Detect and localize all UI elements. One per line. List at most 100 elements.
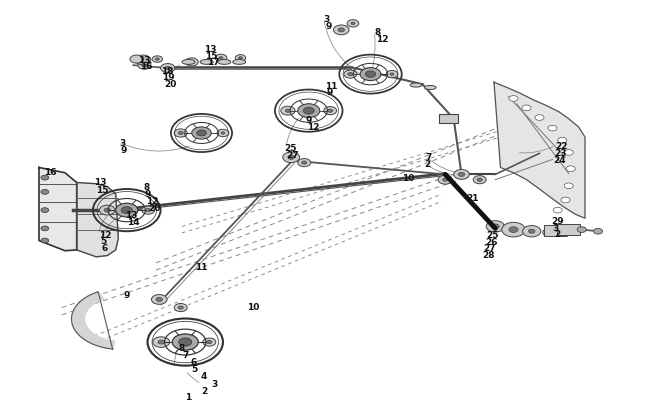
Circle shape bbox=[302, 162, 307, 165]
Text: 13: 13 bbox=[138, 55, 151, 64]
Circle shape bbox=[158, 340, 164, 344]
Circle shape bbox=[324, 107, 337, 115]
Text: 12: 12 bbox=[307, 123, 319, 132]
Text: 5: 5 bbox=[192, 364, 198, 373]
Circle shape bbox=[477, 179, 482, 182]
Circle shape bbox=[535, 115, 544, 121]
Circle shape bbox=[454, 170, 469, 180]
Text: 3: 3 bbox=[119, 139, 125, 147]
Circle shape bbox=[502, 223, 525, 237]
Polygon shape bbox=[39, 168, 77, 251]
Text: 9: 9 bbox=[144, 190, 151, 199]
Circle shape bbox=[133, 57, 144, 63]
Circle shape bbox=[138, 62, 151, 70]
Circle shape bbox=[174, 130, 187, 138]
Text: 8: 8 bbox=[143, 183, 150, 192]
Circle shape bbox=[566, 166, 575, 172]
Circle shape bbox=[41, 239, 49, 243]
Text: 10: 10 bbox=[402, 174, 414, 183]
Text: 2: 2 bbox=[202, 386, 208, 395]
Circle shape bbox=[235, 55, 246, 62]
Text: 24: 24 bbox=[553, 156, 566, 164]
Ellipse shape bbox=[200, 60, 213, 65]
Text: 12: 12 bbox=[99, 230, 111, 239]
Ellipse shape bbox=[218, 60, 231, 65]
Circle shape bbox=[41, 176, 49, 181]
Circle shape bbox=[558, 138, 567, 144]
Circle shape bbox=[116, 204, 138, 217]
Bar bbox=[557, 225, 580, 235]
Text: 20: 20 bbox=[148, 203, 161, 212]
Circle shape bbox=[564, 183, 573, 189]
Text: 2: 2 bbox=[554, 230, 560, 239]
Text: 25: 25 bbox=[486, 230, 499, 239]
Circle shape bbox=[303, 108, 315, 115]
Text: 9: 9 bbox=[124, 290, 130, 299]
Bar bbox=[544, 226, 567, 236]
Circle shape bbox=[174, 304, 187, 312]
Circle shape bbox=[553, 208, 562, 213]
Circle shape bbox=[151, 295, 167, 305]
Circle shape bbox=[192, 128, 211, 140]
Circle shape bbox=[185, 59, 198, 67]
Text: 8: 8 bbox=[178, 343, 185, 352]
Text: 3: 3 bbox=[552, 223, 559, 232]
Circle shape bbox=[443, 179, 448, 182]
Circle shape bbox=[365, 72, 376, 78]
Circle shape bbox=[543, 229, 556, 237]
Circle shape bbox=[142, 64, 147, 68]
Circle shape bbox=[486, 221, 504, 232]
Text: 18: 18 bbox=[161, 66, 174, 75]
Circle shape bbox=[207, 341, 212, 344]
Ellipse shape bbox=[182, 60, 195, 65]
Circle shape bbox=[473, 176, 486, 184]
Circle shape bbox=[130, 56, 143, 64]
Circle shape bbox=[172, 334, 198, 350]
Circle shape bbox=[491, 224, 499, 229]
Text: 11: 11 bbox=[325, 81, 337, 90]
Polygon shape bbox=[494, 83, 585, 219]
Text: 11: 11 bbox=[195, 262, 207, 271]
Circle shape bbox=[347, 21, 359, 28]
Text: 20: 20 bbox=[164, 80, 176, 89]
Text: 27: 27 bbox=[484, 244, 496, 253]
Text: 23: 23 bbox=[554, 149, 567, 158]
Text: 1: 1 bbox=[185, 392, 192, 401]
Circle shape bbox=[593, 229, 603, 234]
Circle shape bbox=[281, 107, 295, 116]
Circle shape bbox=[548, 126, 557, 132]
Ellipse shape bbox=[424, 86, 436, 90]
Text: 14: 14 bbox=[127, 217, 139, 226]
Circle shape bbox=[178, 132, 183, 135]
Circle shape bbox=[351, 23, 355, 26]
Circle shape bbox=[165, 67, 170, 70]
Circle shape bbox=[283, 153, 300, 163]
Text: 21: 21 bbox=[467, 194, 479, 203]
Circle shape bbox=[386, 71, 398, 79]
Circle shape bbox=[178, 306, 183, 309]
Circle shape bbox=[189, 61, 194, 64]
Circle shape bbox=[564, 150, 573, 156]
Text: 12: 12 bbox=[376, 35, 388, 44]
Text: 26: 26 bbox=[485, 237, 497, 246]
Circle shape bbox=[528, 230, 535, 234]
Circle shape bbox=[156, 298, 162, 302]
Circle shape bbox=[509, 96, 518, 102]
Ellipse shape bbox=[410, 84, 422, 88]
Text: 16: 16 bbox=[44, 168, 57, 177]
Text: 17: 17 bbox=[207, 58, 219, 67]
Text: 15: 15 bbox=[205, 51, 218, 60]
Circle shape bbox=[142, 207, 155, 215]
Circle shape bbox=[348, 73, 353, 77]
Circle shape bbox=[41, 208, 49, 213]
Polygon shape bbox=[77, 183, 118, 257]
Circle shape bbox=[146, 209, 151, 212]
Circle shape bbox=[41, 226, 49, 231]
Text: 15: 15 bbox=[96, 185, 109, 194]
Text: 8: 8 bbox=[374, 28, 381, 37]
Text: 9: 9 bbox=[306, 116, 312, 125]
Text: 28: 28 bbox=[482, 251, 495, 260]
Circle shape bbox=[522, 106, 531, 111]
Circle shape bbox=[215, 55, 227, 62]
Text: 6: 6 bbox=[101, 243, 108, 252]
